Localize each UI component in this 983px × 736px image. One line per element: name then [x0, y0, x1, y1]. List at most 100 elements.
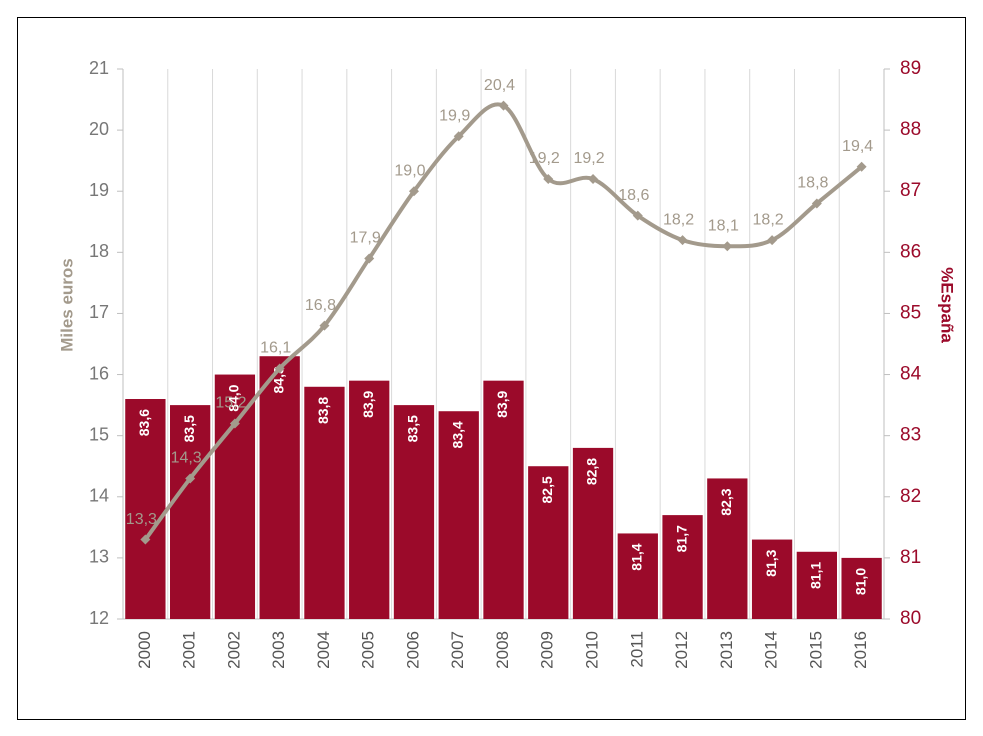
y2-axis-label: %España — [938, 267, 957, 343]
line-label: 14,3 — [171, 450, 202, 467]
line-marker — [722, 241, 733, 252]
line-marker — [677, 235, 688, 246]
bar-label: 83,6 — [136, 409, 152, 436]
bar — [841, 557, 882, 619]
bar-label: 81,4 — [628, 543, 644, 570]
line-marker — [319, 320, 330, 331]
x-tick-label: 2009 — [538, 631, 557, 669]
y-tick-label: 16 — [89, 363, 109, 383]
line-marker — [856, 161, 867, 172]
line-marker — [498, 100, 509, 111]
x-tick-label: 2008 — [493, 631, 512, 669]
bar-label: 83,5 — [405, 415, 421, 442]
line-label: 18,6 — [618, 187, 649, 204]
line-marker — [767, 235, 778, 246]
y2-tick-label: 89 — [900, 58, 921, 79]
y-tick-label: 20 — [89, 119, 109, 139]
line-label: 19,0 — [394, 162, 425, 179]
y-tick-label: 12 — [89, 608, 109, 628]
y2-tick-label: 86 — [900, 241, 921, 262]
x-tick-label: 2012 — [672, 631, 691, 669]
x-tick-label: 2004 — [314, 631, 333, 669]
y-tick-label: 21 — [89, 58, 109, 78]
y2-tick-label: 82 — [900, 486, 921, 507]
line-marker — [274, 363, 285, 374]
frame — [17, 17, 966, 720]
y-tick-label: 15 — [89, 424, 109, 444]
bar — [572, 447, 614, 619]
line-label: 18,1 — [708, 217, 739, 234]
line-label: 19,2 — [529, 150, 560, 167]
bar-label: 81,7 — [673, 525, 689, 552]
bar-label: 81,1 — [808, 562, 824, 589]
x-tick-label: 2013 — [717, 631, 736, 669]
y-tick-label: 14 — [89, 486, 109, 506]
x-tick-label: 2011 — [627, 631, 646, 668]
bar — [214, 374, 256, 619]
y-axis-label: Miles euros — [57, 258, 76, 352]
bar — [617, 533, 658, 619]
bar-label: 83,9 — [360, 390, 376, 417]
bar-label: 84,0 — [226, 384, 242, 411]
line-marker — [543, 174, 554, 184]
x-tick-label: 2001 — [180, 631, 199, 669]
x-tick-label: 2010 — [583, 631, 602, 669]
bar-label: 82,8 — [584, 458, 600, 485]
line-label: 17,9 — [350, 230, 381, 247]
x-tick-label: 2014 — [762, 631, 781, 669]
line-label: 19,2 — [573, 150, 604, 167]
y2-tick-label: 81 — [900, 547, 921, 568]
bar — [662, 515, 703, 619]
bar — [170, 405, 211, 619]
line-marker — [364, 253, 375, 264]
line-marker — [811, 198, 822, 209]
bar — [483, 380, 524, 619]
line-label: 18,8 — [797, 175, 828, 192]
y-tick-label: 13 — [89, 547, 109, 567]
x-tick-label: 2000 — [135, 631, 154, 669]
x-tick-label: 2002 — [224, 631, 243, 669]
bar-label: 83,9 — [494, 390, 510, 417]
line-marker — [185, 473, 196, 484]
bar-label: 83,5 — [181, 415, 197, 442]
bar-label: 83,4 — [449, 421, 465, 448]
bar — [438, 411, 479, 619]
line-marker — [588, 174, 599, 184]
y2-tick-label: 80 — [900, 608, 921, 629]
y2-tick-label: 88 — [900, 119, 921, 140]
line-label: 16,8 — [305, 297, 336, 314]
y-tick-label: 18 — [89, 241, 109, 261]
line-label: 13,3 — [126, 511, 157, 528]
bar — [349, 380, 390, 619]
bar-label: 82,3 — [718, 488, 734, 515]
line-marker — [453, 131, 464, 142]
bar — [707, 478, 748, 619]
x-tick-label: 2016 — [851, 631, 870, 669]
line-marker — [229, 418, 240, 429]
bar — [125, 399, 166, 619]
bar — [259, 356, 300, 619]
bar-label: 82,5 — [539, 476, 555, 503]
line-marker — [632, 210, 643, 221]
bar-label: 83,8 — [315, 397, 331, 424]
line-label: 15,2 — [215, 395, 246, 412]
x-tick-label: 2006 — [403, 631, 422, 669]
line-label: 19,4 — [842, 138, 873, 155]
line-label: 19,9 — [439, 107, 470, 124]
bar — [528, 466, 569, 619]
x-tick-label: 2015 — [806, 631, 825, 669]
y2-tick-label: 83 — [900, 425, 921, 446]
line-marker — [408, 186, 419, 197]
line-label: 16,1 — [260, 340, 291, 357]
bar — [393, 405, 435, 619]
line-label: 18,2 — [753, 211, 784, 228]
y2-tick-label: 85 — [900, 302, 921, 323]
bar — [751, 539, 793, 619]
line-marker — [140, 534, 151, 545]
bar — [304, 386, 345, 619]
y-tick-label: 19 — [89, 180, 109, 200]
line-label: 18,2 — [663, 211, 694, 228]
y2-tick-label: 87 — [900, 180, 921, 201]
bar-label: 81,0 — [852, 568, 868, 595]
